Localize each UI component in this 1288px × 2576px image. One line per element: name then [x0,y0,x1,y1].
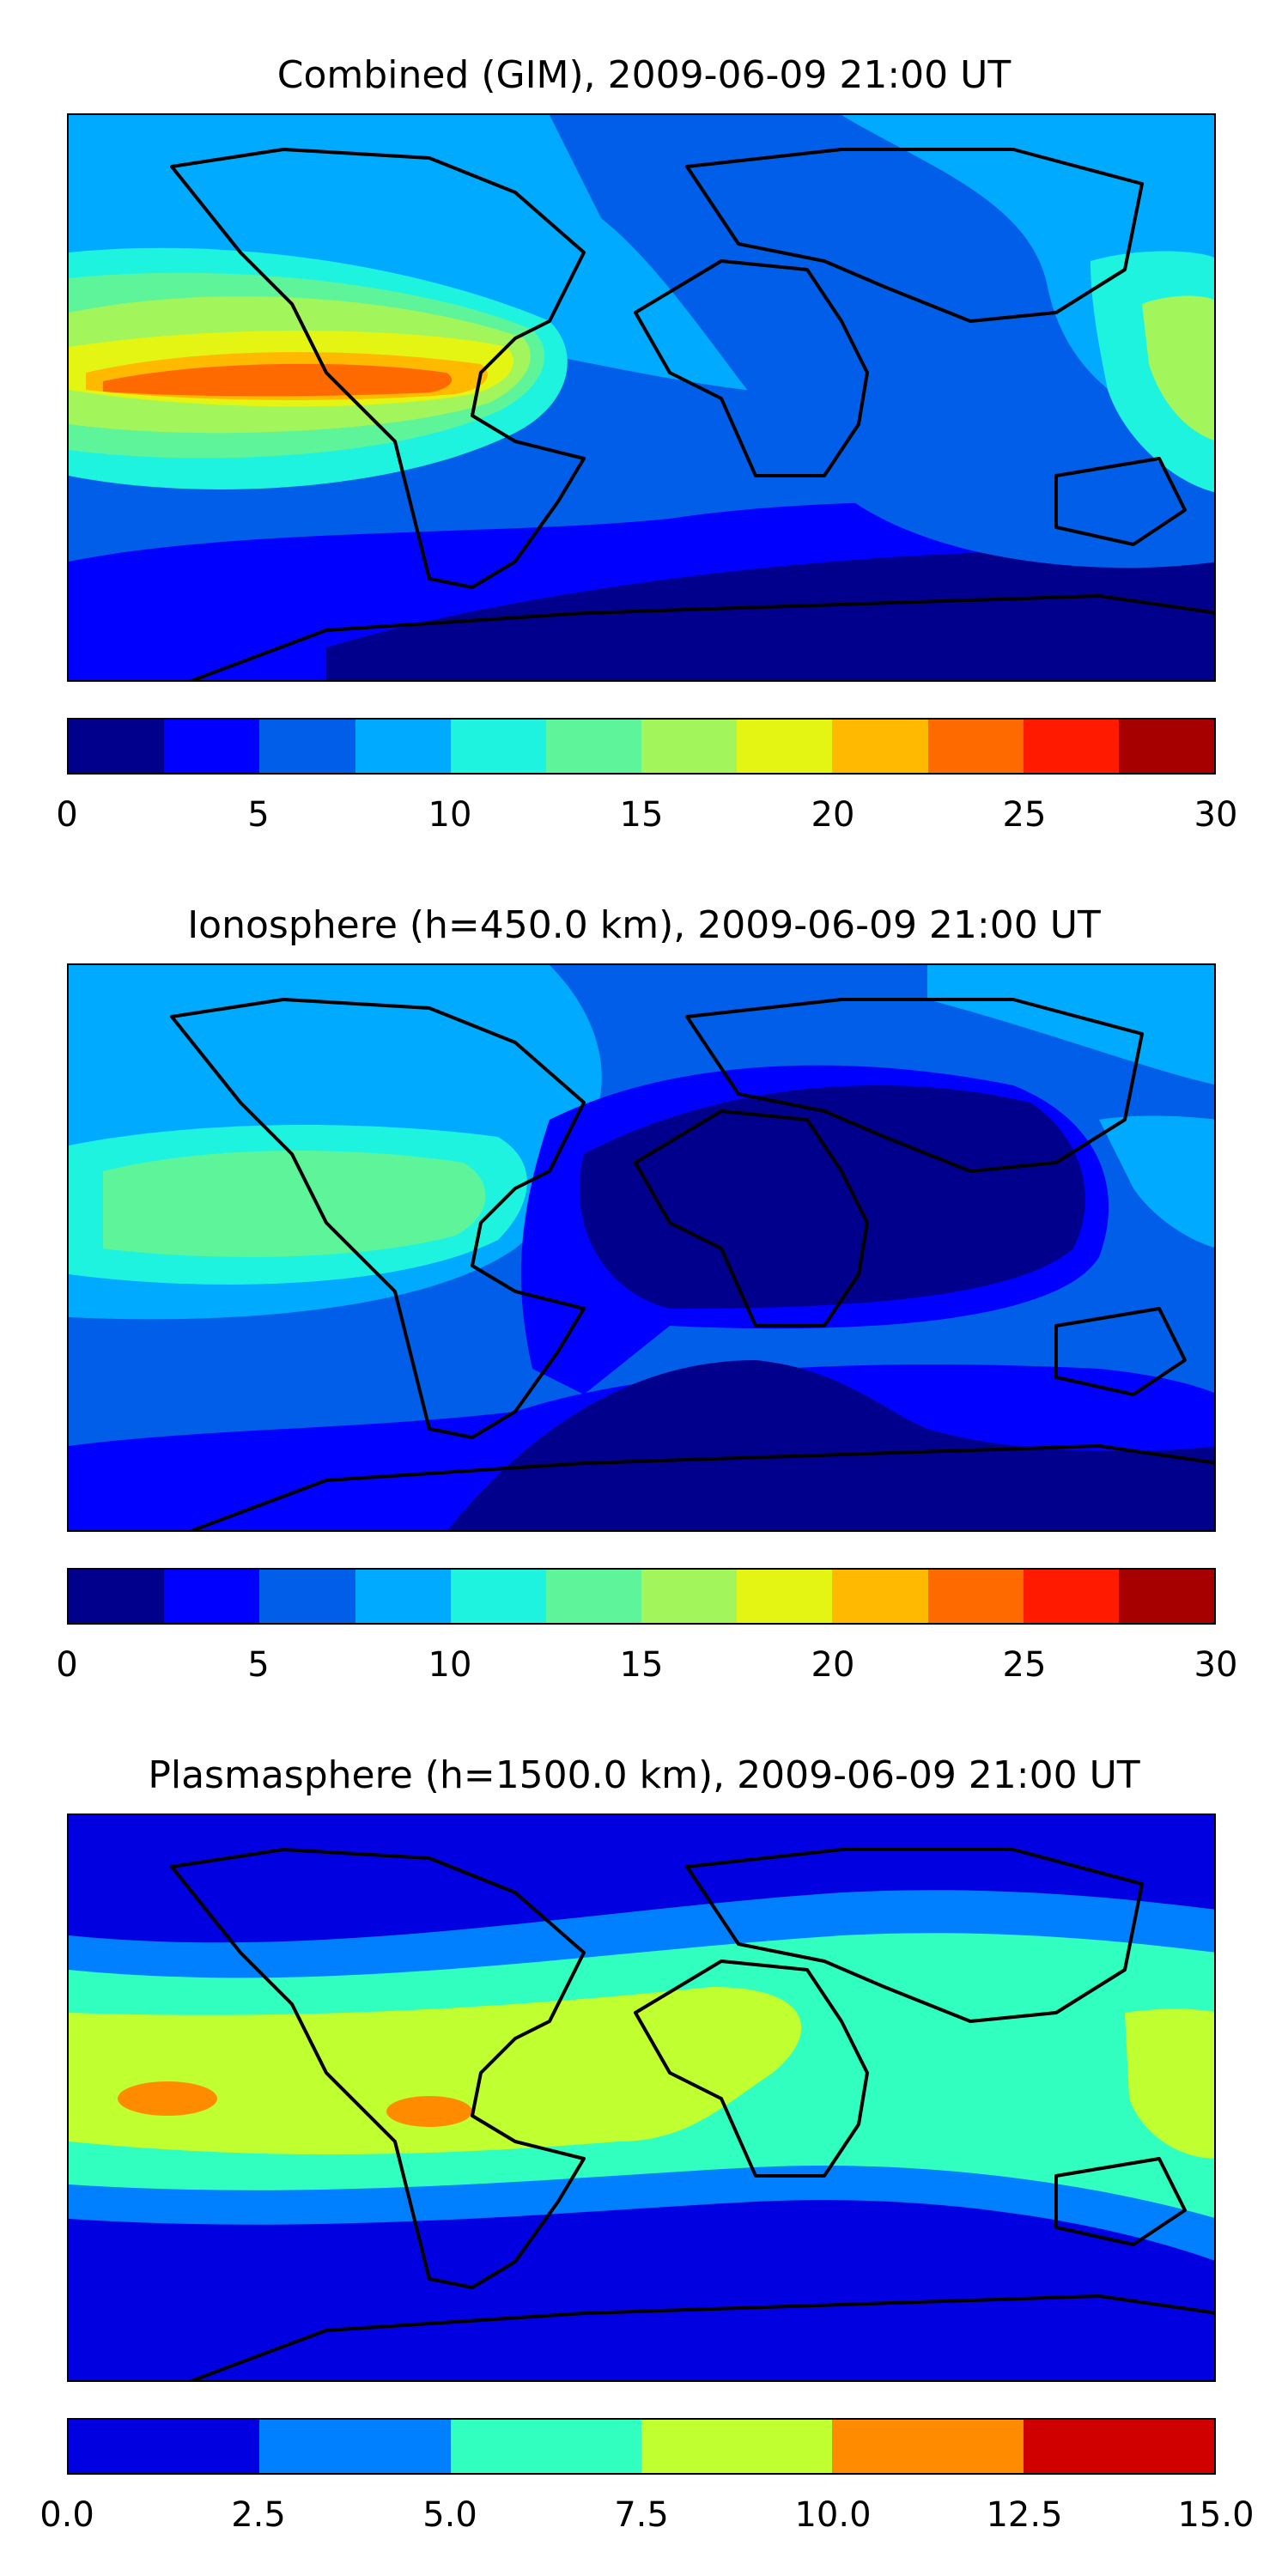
tick-label: 7.5 [614,2495,669,2535]
colorbar-seg [545,1570,642,1623]
colorbar-seg [259,1570,355,1623]
colorbar-seg [164,720,260,773]
panel-title-combined: Combined (GIM), 2009-06-09 21:00 UT [276,53,1012,97]
colorbar-seg [259,2420,451,2473]
colorbar-seg [1023,2420,1214,2473]
tick-label: 15 [619,1645,664,1685]
map-plasmasphere [67,1814,1216,2382]
panel-title-ionosphere: Ionosphere (h=450.0 km), 2009-06-09 21:0… [187,903,1101,947]
colorbar-seg [641,2420,833,2473]
tick-label: 10.0 [794,2495,872,2535]
colorbar-seg [1023,1570,1119,1623]
colorbar-seg [1118,720,1215,773]
colorbar-seg [545,720,642,773]
tick-label: 15.0 [1177,2495,1255,2535]
tick-label: 20 [811,1645,855,1685]
tick-label: 30 [1194,1645,1238,1685]
colorbar-ionosphere [67,1568,1216,1625]
colorbar-seg [164,1570,260,1623]
tick-label: 25 [1002,1645,1047,1685]
tick-label: 2.5 [231,2495,286,2535]
panel-title-plasmasphere: Plasmasphere (h=1500.0 km), 2009-06-09 2… [148,1753,1140,1797]
tick-label: 30 [1194,795,1238,835]
tick-label: 12.5 [986,2495,1063,2535]
colorbar-seg [832,1570,928,1623]
tick-label: 10 [428,795,472,835]
colorbar-seg [69,1570,165,1623]
colorbar-seg [450,720,546,773]
colorbar-seg [355,1570,451,1623]
tick-label: 5 [247,1645,270,1685]
tick-label: 5.0 [422,2495,477,2535]
colorbar-seg [450,2420,641,2473]
colorbar-seg [355,720,451,773]
tick-label: 5 [247,795,270,835]
colorbar-combined [67,718,1216,775]
tick-label: 10 [428,1645,472,1685]
colorbar-seg [737,720,833,773]
colorbar-seg [832,2420,1024,2473]
colorbar-seg [641,1570,738,1623]
colorbar-plasmasphere [67,2418,1216,2475]
colorbar-seg [927,1570,1024,1623]
colorbar-seg [69,2420,260,2473]
tick-label: 0.0 [39,2495,94,2535]
tick-label: 15 [619,795,664,835]
map-ionosphere [67,963,1216,1532]
colorbar-seg [1023,720,1119,773]
tick-label: 25 [1002,795,1047,835]
colorbar-seg [737,1570,833,1623]
colorbar-seg [450,1570,546,1623]
colorbar-seg [69,720,165,773]
map-combined [67,113,1216,682]
colorbar-seg [259,720,355,773]
colorbar-seg [641,720,738,773]
colorbar-seg [927,720,1024,773]
tick-label: 0 [56,1645,78,1685]
colorbar-seg [1118,1570,1215,1623]
tick-label: 0 [56,795,78,835]
colorbar-seg [832,720,928,773]
tick-label: 20 [811,795,855,835]
